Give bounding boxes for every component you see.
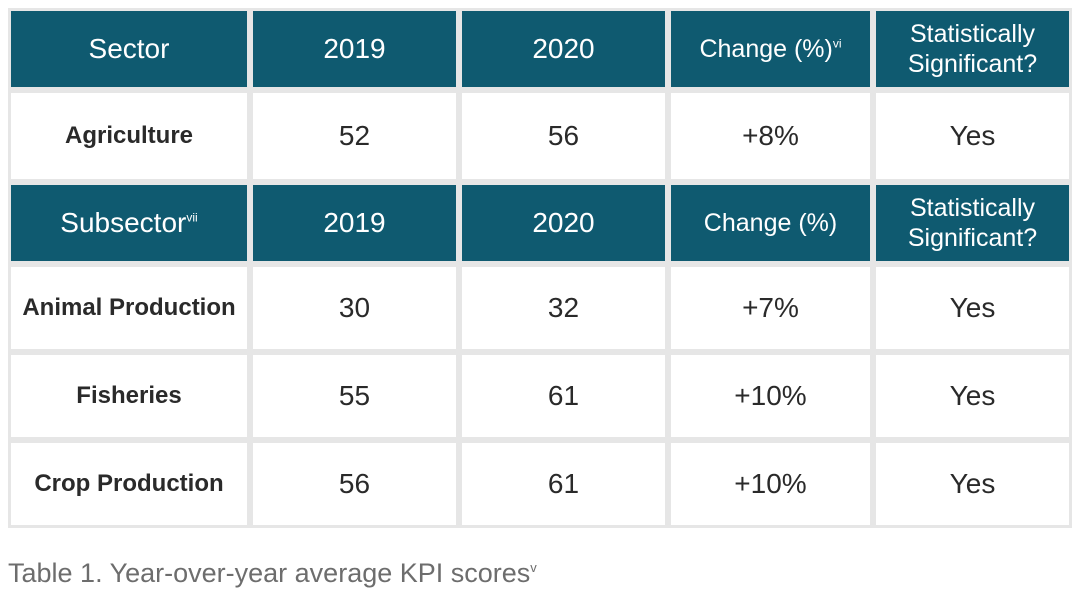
table-row: Animal Production 30 32 +7% Yes bbox=[8, 264, 1072, 352]
subsector-header-2020: 2020 bbox=[459, 182, 668, 264]
cell-2020: 61 bbox=[459, 352, 668, 440]
footnote-marker: vi bbox=[832, 36, 842, 51]
cell-change: +10% bbox=[668, 352, 873, 440]
cell-significant: Yes bbox=[873, 90, 1072, 182]
cell-2019: 56 bbox=[250, 440, 459, 528]
sector-header-label: Sector bbox=[8, 8, 250, 90]
row-label: Animal Production bbox=[8, 264, 250, 352]
cell-change: +8% bbox=[668, 90, 873, 182]
subsector-header-label: Subsectorvii bbox=[8, 182, 250, 264]
subsector-header-row: Subsectorvii 2019 2020 Change (%) Statis… bbox=[8, 182, 1072, 264]
sector-header-row: Sector 2019 2020 Change (%)vi Statistica… bbox=[8, 8, 1072, 90]
footnote-marker: vii bbox=[186, 210, 198, 225]
row-label: Crop Production bbox=[8, 440, 250, 528]
cell-2020: 32 bbox=[459, 264, 668, 352]
cell-significant: Yes bbox=[873, 440, 1072, 528]
row-label: Fisheries bbox=[8, 352, 250, 440]
sector-header-2020: 2020 bbox=[459, 8, 668, 90]
subsector-header-2019: 2019 bbox=[250, 182, 459, 264]
cell-2019: 55 bbox=[250, 352, 459, 440]
table-caption: Table 1. Year-over-year average KPI scor… bbox=[8, 558, 537, 588]
cell-2019: 52 bbox=[250, 90, 459, 182]
cell-significant: Yes bbox=[873, 264, 1072, 352]
footnote-marker: v bbox=[530, 560, 537, 575]
cell-2020: 56 bbox=[459, 90, 668, 182]
table-row: Agriculture 52 56 +8% Yes bbox=[8, 90, 1072, 182]
cell-2020: 61 bbox=[459, 440, 668, 528]
row-label: Agriculture bbox=[8, 90, 250, 182]
table-row: Fisheries 55 61 +10% Yes bbox=[8, 352, 1072, 440]
table-row: Crop Production 56 61 +10% Yes bbox=[8, 440, 1072, 528]
sector-header-2019: 2019 bbox=[250, 8, 459, 90]
subsector-header-change: Change (%) bbox=[668, 182, 873, 264]
cell-significant: Yes bbox=[873, 352, 1072, 440]
kpi-table: Sector 2019 2020 Change (%)vi Statistica… bbox=[8, 8, 1072, 528]
subsector-header-significant: Statistically Significant? bbox=[873, 182, 1072, 264]
cell-2019: 30 bbox=[250, 264, 459, 352]
sector-header-change: Change (%)vi bbox=[668, 8, 873, 90]
sector-header-significant: Statistically Significant? bbox=[873, 8, 1072, 90]
kpi-table-container: Sector 2019 2020 Change (%)vi Statistica… bbox=[8, 8, 1072, 528]
cell-change: +7% bbox=[668, 264, 873, 352]
cell-change: +10% bbox=[668, 440, 873, 528]
